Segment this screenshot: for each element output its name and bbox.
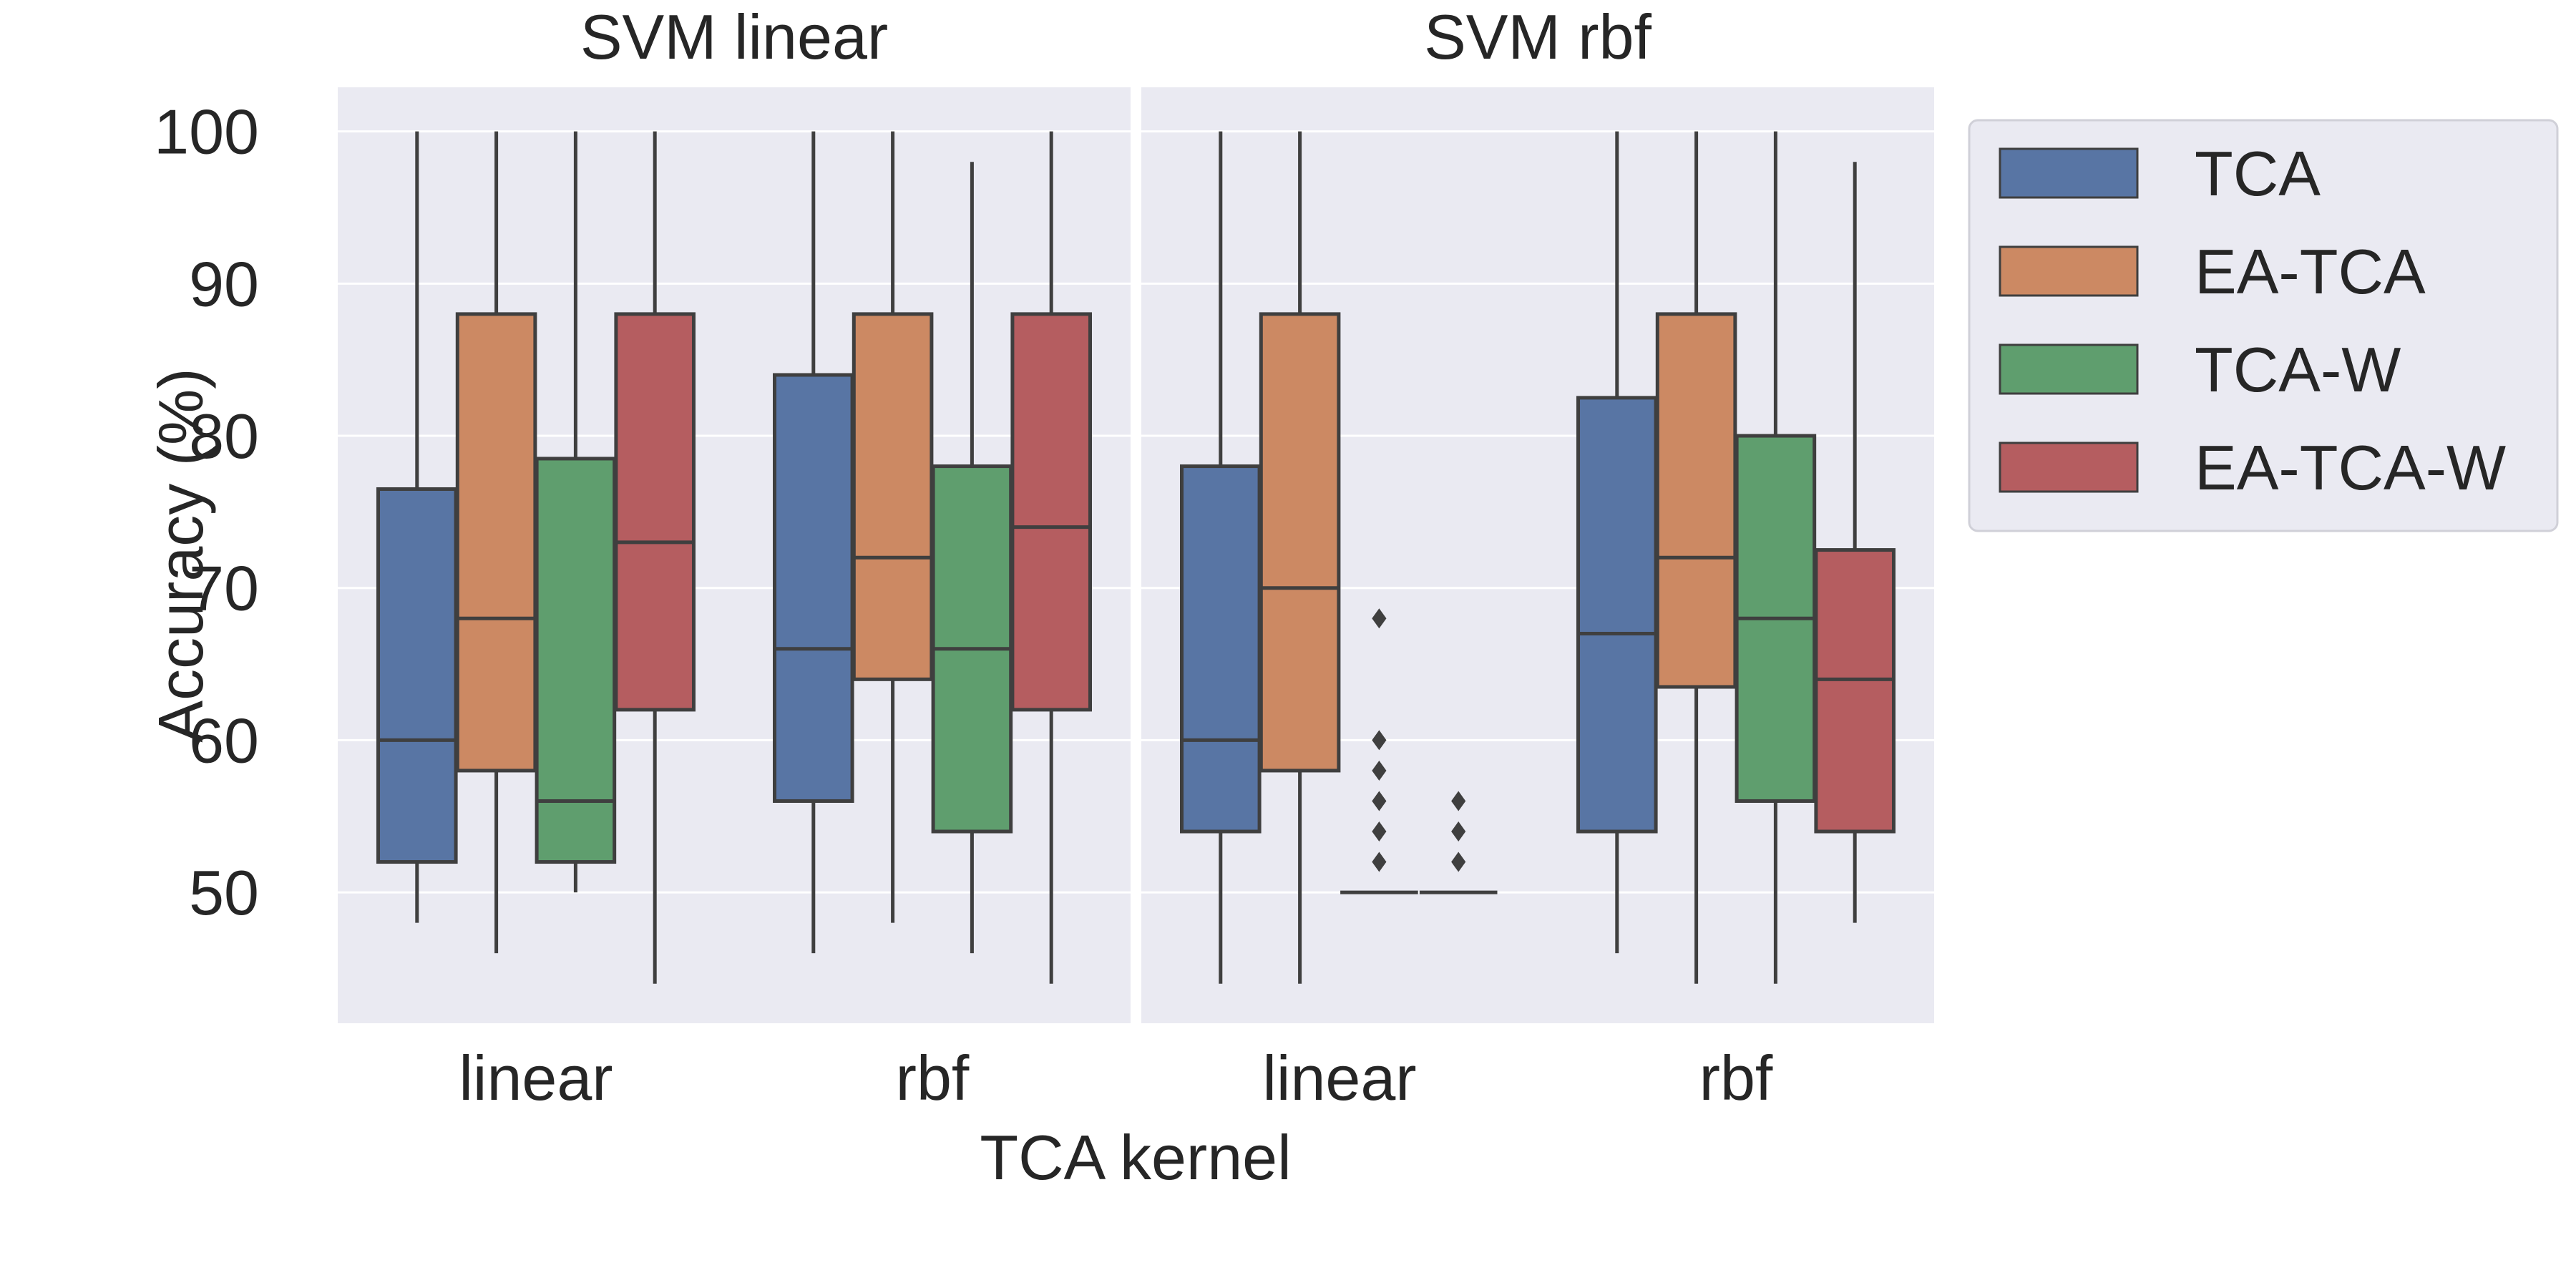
box-tca-w — [1340, 608, 1418, 894]
legend-label: EA-TCA — [2195, 236, 2426, 307]
panel-title: SVM rbf — [1424, 1, 1652, 72]
outlier-point — [1372, 608, 1387, 629]
outlier-point — [1451, 821, 1466, 842]
legend-swatch-tca-w — [1999, 343, 2139, 395]
box-body — [376, 487, 458, 864]
box-ea-tca — [1259, 131, 1341, 984]
box-body — [773, 373, 854, 803]
box-body — [1655, 312, 1737, 689]
outlier-point — [1372, 791, 1387, 811]
y-tick-label: 100 — [154, 97, 259, 167]
box-body — [455, 312, 537, 773]
box-ea-tca — [852, 131, 934, 923]
outlier-point — [1372, 852, 1387, 872]
x-axis-label: TCA kernel — [980, 1122, 1291, 1193]
panel-svm-linear: SVM linear linear rbf — [338, 1, 1131, 1113]
box-ea-tca-w — [1010, 131, 1092, 984]
box-body — [535, 457, 617, 864]
box-body — [1814, 548, 1896, 834]
box-body — [852, 312, 934, 681]
outlier-point — [1372, 760, 1387, 781]
box-ea-tca-w — [1814, 162, 1896, 923]
y-tick-label: 50 — [189, 857, 259, 928]
y-tick-label: 70 — [189, 553, 259, 624]
y-axis-ticks: 50 60 70 80 90 100 — [154, 97, 259, 928]
box-ea-tca — [1655, 131, 1737, 984]
outlier-point — [1451, 852, 1466, 872]
box-tca — [1180, 131, 1262, 984]
legend: TCA EA-TCA TCA-W EA-TCA-W — [1968, 119, 2559, 532]
y-axis-label: Accuracy (%) — [145, 368, 216, 742]
legend-label: TCA — [2195, 138, 2321, 209]
legend-label: EA-TCA-W — [2195, 432, 2506, 503]
box-tca — [1576, 131, 1658, 954]
panel-svm-rbf: SVM rbf linear rbf — [1141, 1, 1934, 1113]
x-tick-label: linear — [459, 1043, 613, 1113]
box-body — [1576, 396, 1658, 834]
box-body — [1180, 464, 1262, 834]
box-ea-tca-w — [614, 131, 696, 984]
x-tick-label: linear — [1262, 1043, 1416, 1113]
panel-title: SVM linear — [580, 1, 888, 72]
x-tick-label: rbf — [896, 1043, 970, 1113]
legend-swatch-tca — [1999, 147, 2139, 199]
box-tca-w — [931, 162, 1013, 954]
outlier-point — [1372, 821, 1387, 842]
box-body — [614, 312, 696, 712]
y-tick-label: 60 — [189, 705, 259, 776]
legend-swatch-ea-tca-w — [1999, 441, 2139, 493]
x-tick-label: rbf — [1699, 1043, 1773, 1113]
legend-frame — [1968, 119, 2559, 532]
box-body — [1010, 312, 1092, 712]
outlier-point — [1372, 730, 1387, 751]
legend-swatch-ea-tca — [1999, 245, 2139, 297]
y-tick-label: 80 — [189, 401, 259, 472]
box-ea-tca-w — [1419, 791, 1498, 894]
box-tca-w — [535, 131, 617, 893]
outlier-point — [1451, 791, 1466, 811]
legend-label: TCA-W — [2195, 334, 2401, 405]
box-body — [1259, 312, 1341, 773]
y-tick-label: 90 — [189, 248, 259, 319]
